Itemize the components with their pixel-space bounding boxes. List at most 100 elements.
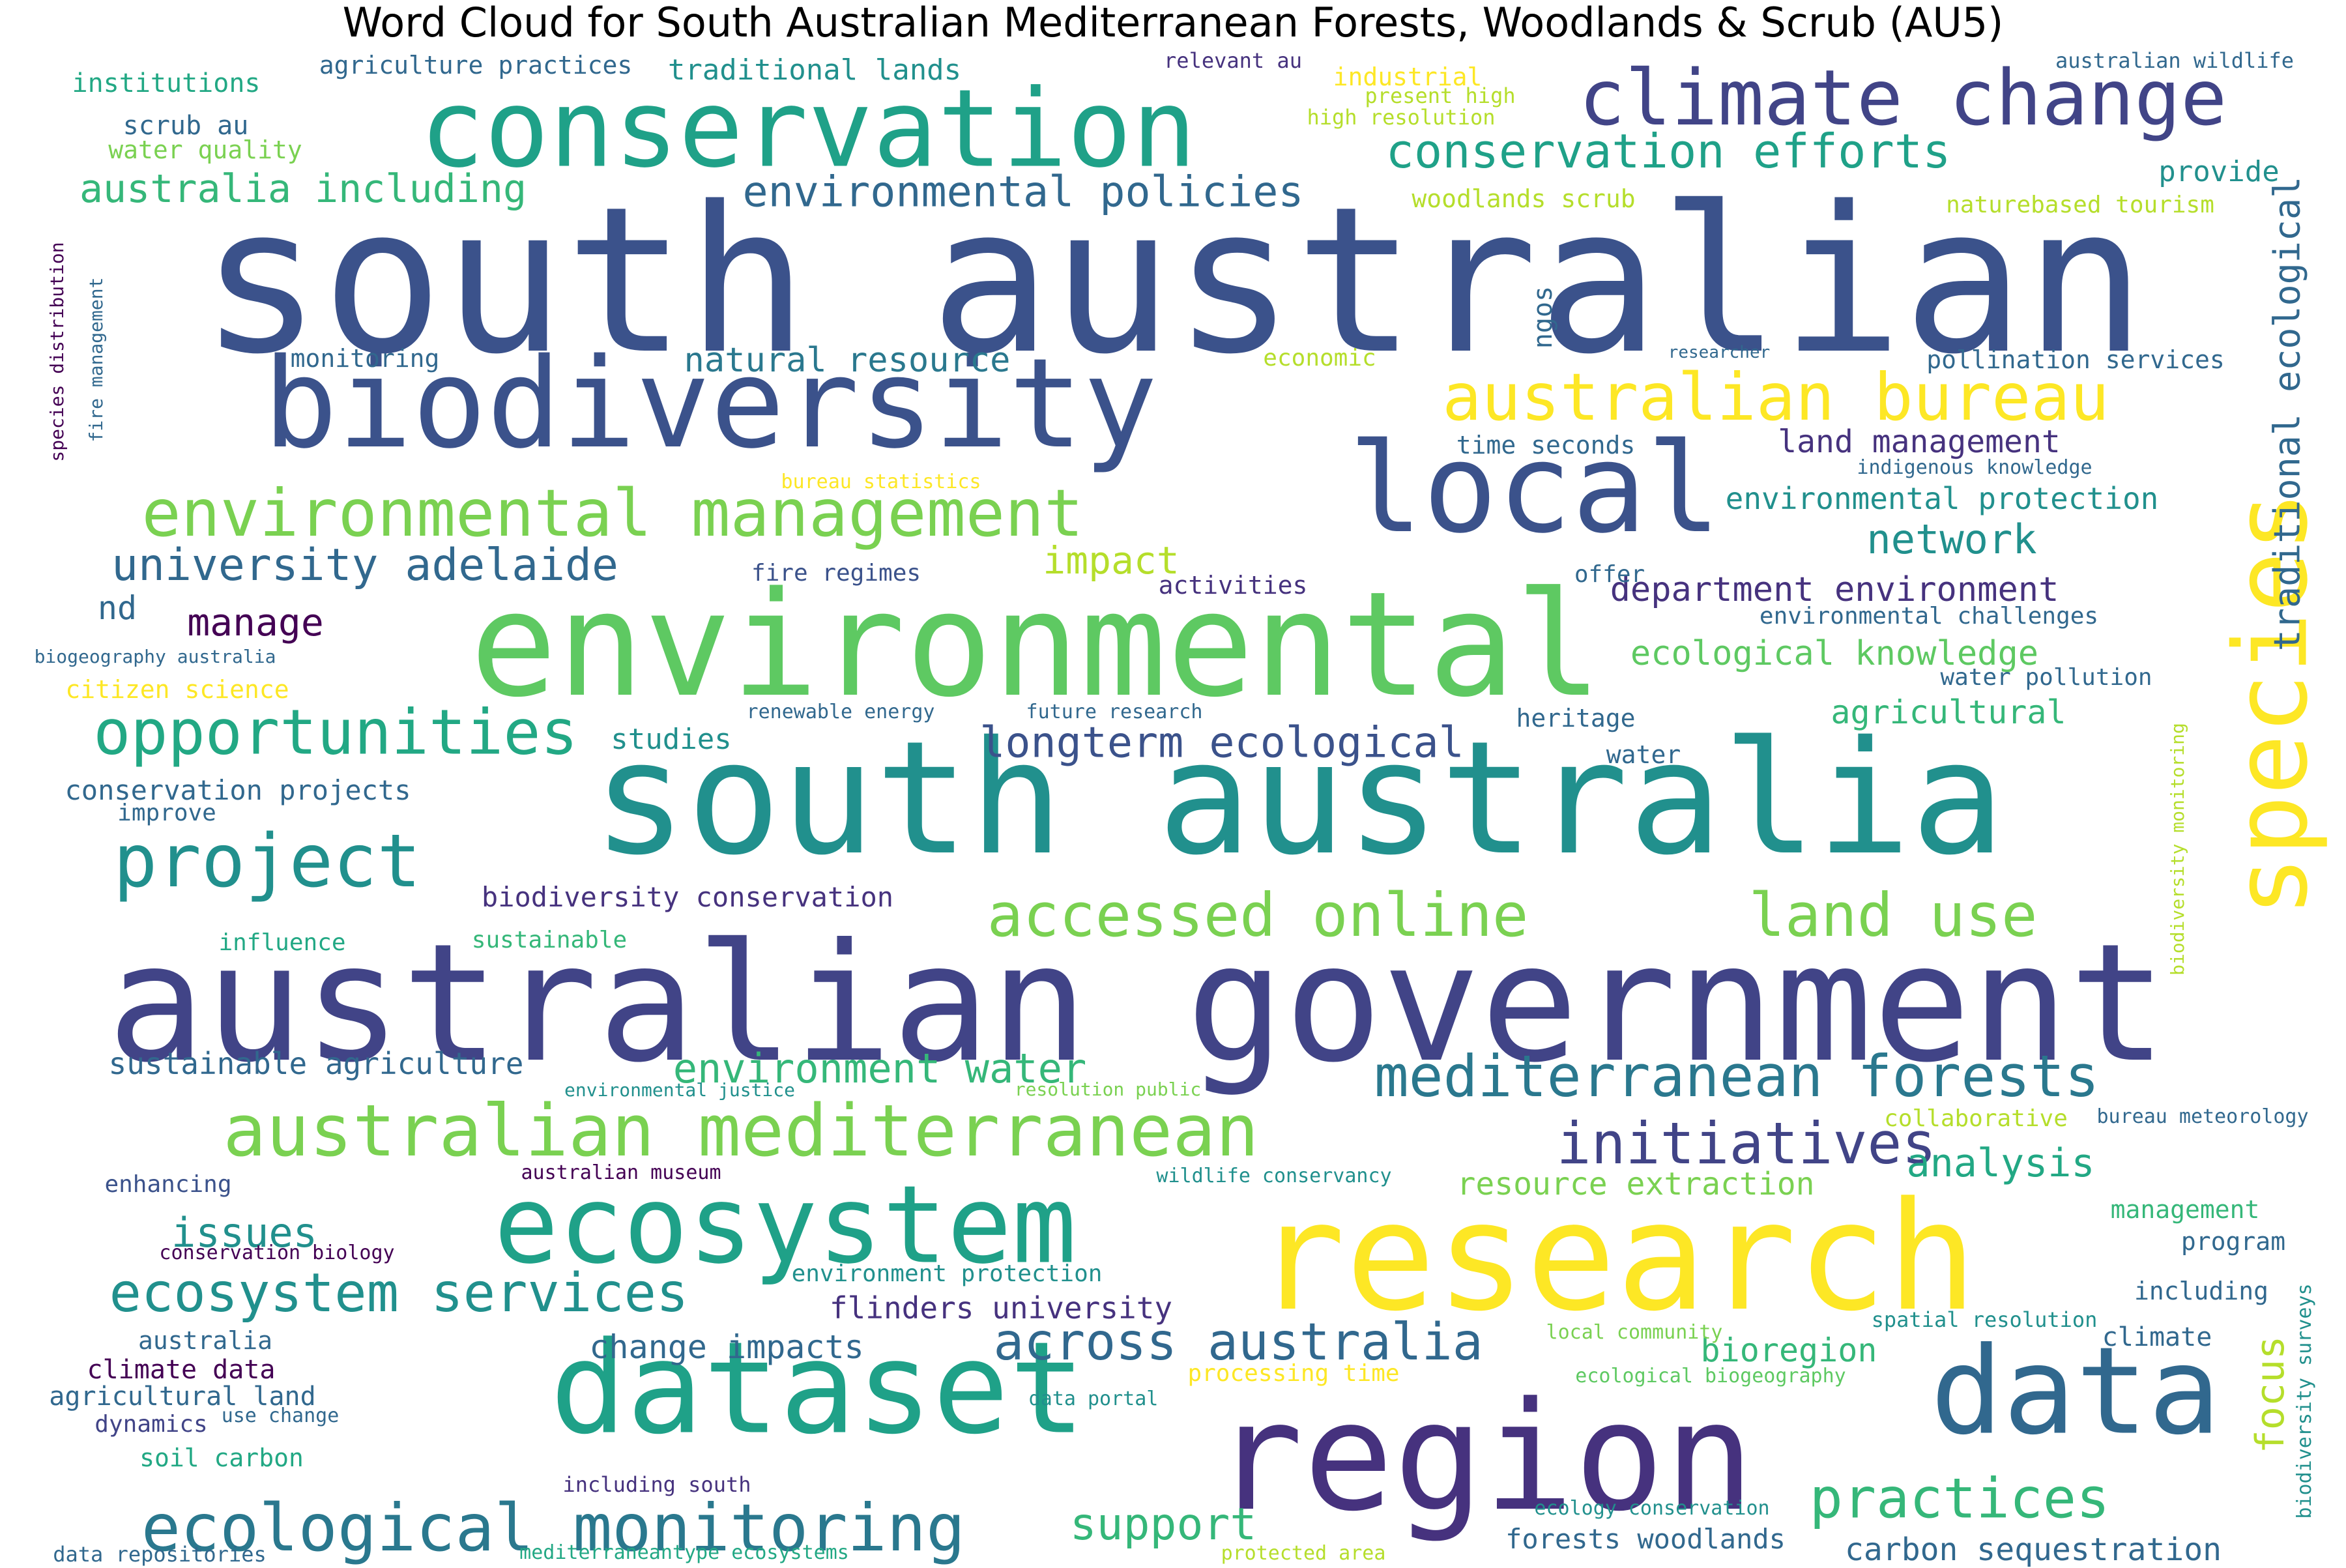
- word-studies: studies: [611, 723, 732, 756]
- word-enhancing: enhancing: [104, 1171, 232, 1198]
- word-project: project: [113, 819, 422, 904]
- word-fire-management: fire management: [85, 277, 107, 443]
- word-water: water: [1606, 740, 1681, 769]
- word-biodiversity-surveys: biodiversity surveys: [2293, 1283, 2316, 1519]
- word-institutions: institutions: [72, 68, 261, 98]
- word-future-research: future research: [1026, 701, 1203, 723]
- word-local-community: local community: [1546, 1321, 1723, 1344]
- word-south-australian: south australian: [199, 164, 2147, 399]
- word-collaborative: collaborative: [1884, 1105, 2068, 1132]
- word-cloud: south australian south australia australia…: [0, 46, 2346, 1568]
- word-data-portal: data portal: [1028, 1387, 1159, 1410]
- word-climate-data: climate data: [87, 1355, 276, 1385]
- word-citizen-science: citizen science: [65, 675, 289, 704]
- word-ecological-knowledge: ecological knowledge: [1630, 634, 2039, 673]
- word-water-quality: water quality: [108, 136, 302, 164]
- word-soil-carbon: soil carbon: [139, 1444, 304, 1472]
- word-initiatives: initiatives: [1556, 1110, 1937, 1177]
- word-biodiversity-monitoring: biodiversity monitoring: [2167, 723, 2188, 976]
- word-influence: influence: [218, 929, 346, 956]
- word-including: including: [2134, 1277, 2268, 1305]
- word-data-repositories: data repositories: [53, 1542, 267, 1567]
- word-bioregion: bioregion: [1700, 1331, 1877, 1369]
- word-longterm-ecological: longterm ecological: [979, 718, 1464, 768]
- word-conservation-biology: conservation biology: [159, 1241, 395, 1264]
- word-land-use: land use: [1748, 880, 2038, 950]
- word-conservation-projects: conservation projects: [65, 774, 411, 806]
- word-australia-including: australia including: [79, 166, 527, 212]
- word-agricultural: agricultural: [1831, 693, 2066, 731]
- word-analysis: analysis: [1906, 1140, 2095, 1186]
- word-australian-mediterranean: australian mediterranean: [223, 1089, 1259, 1172]
- word-processing-time: processing time: [1187, 1360, 1400, 1387]
- word-carbon-sequestration: carbon sequestration: [1845, 1532, 2222, 1568]
- word-manage: manage: [187, 600, 324, 645]
- word-heritage: heritage: [1516, 704, 1636, 733]
- word-fire-regimes: fire regimes: [751, 560, 921, 587]
- word-ecosystem-services: ecosystem services: [109, 1262, 689, 1324]
- word-ecological-biogeography: ecological biogeography: [1575, 1365, 1846, 1387]
- word-natural-resource: natural resource: [684, 341, 1011, 380]
- word-support: support: [1069, 1499, 1257, 1550]
- word-climate-change: climate change: [1578, 53, 2227, 143]
- word-activities: activities: [1158, 571, 1308, 600]
- word-australia: australia: [138, 1326, 272, 1355]
- word-traditional-ecological: traditional ecological: [2266, 176, 2308, 652]
- word-environmental-justice: environmental justice: [564, 1079, 796, 1101]
- word-australian-wildlife: australian wildlife: [2055, 48, 2295, 73]
- word-local: local: [1348, 416, 1721, 560]
- word-ecosystem: ecosystem: [493, 1162, 1077, 1288]
- word-flinders-university: flinders university: [829, 1290, 1173, 1326]
- word-bureau-statistics: bureau statistics: [781, 471, 981, 493]
- word-research: research: [1255, 1170, 1977, 1344]
- word-high-resolution: high resolution: [1307, 105, 1496, 130]
- word-naturebased-tourism: naturebased tourism: [1946, 192, 2214, 218]
- word-present-high: present high: [1365, 83, 1516, 108]
- word-species-distribution: species distribution: [46, 242, 68, 462]
- word-resource-extraction: resource extraction: [1456, 1166, 1815, 1202]
- word-conservation: conservation: [419, 66, 1197, 192]
- word-program: program: [2180, 1227, 2286, 1256]
- word-scrub-au: scrub au: [123, 111, 249, 141]
- word-spatial-resolution: spatial resolution: [1871, 1307, 2098, 1332]
- word-renewable-energy: renewable energy: [746, 701, 935, 723]
- word-resolution-public: resolution public: [1014, 1079, 1202, 1100]
- word-university-adelaide: university adelaide: [111, 540, 618, 591]
- word-impact: impact: [1043, 538, 1180, 583]
- word-region: region: [1213, 1371, 1755, 1545]
- word-time-seconds: time seconds: [1456, 431, 1636, 459]
- word-south-australia: south australia: [592, 707, 2005, 890]
- word-environment-water: environment water: [673, 1045, 1087, 1092]
- word-opportunities: opportunities: [93, 697, 578, 769]
- word-protected-area: protected area: [1221, 1542, 1386, 1565]
- word-biodiversity-conservation: biodiversity conservation: [481, 881, 894, 913]
- word-relevant-au: relevant au: [1164, 48, 1302, 73]
- word-change-impacts: change impacts: [589, 1328, 864, 1366]
- word-provide: provide: [2158, 155, 2280, 188]
- word-environmental-challenges: environmental challenges: [1759, 603, 2099, 630]
- word-climate: climate: [2102, 1322, 2212, 1352]
- word-ecological-monitoring: ecological monitoring: [141, 1490, 966, 1566]
- word-indigenous-knowledge: indigenous knowledge: [1857, 456, 2093, 479]
- word-sustainable: sustainable: [471, 927, 628, 953]
- word-management: management: [2110, 1195, 2260, 1224]
- word-australian-government: australian government: [107, 908, 2167, 1098]
- chart-title: Word Cloud for South Australian Mediterr…: [342, 0, 2004, 46]
- word-traditional-lands: traditional lands: [667, 53, 962, 87]
- word-including-south: including south: [562, 1472, 751, 1497]
- word-ecology-conservation: ecology conservation: [1534, 1497, 1770, 1520]
- word-monitoring: monitoring: [290, 344, 440, 373]
- word-mediterranean-forests: mediterranean forests: [1374, 1043, 2100, 1110]
- word-issues: issues: [171, 1209, 317, 1256]
- word-environmental-policies: environmental policies: [742, 167, 1304, 217]
- word-industrial: industrial: [1333, 63, 1483, 91]
- word-land-management: land management: [1778, 424, 2061, 460]
- word-focus: focus: [2248, 1335, 2293, 1454]
- word-biodiversity: biodiversity: [263, 332, 1158, 476]
- word-network: network: [1866, 515, 2037, 563]
- word-agriculture-practices: agriculture practices: [319, 51, 633, 80]
- word-use-change: use change: [221, 1404, 340, 1427]
- word-forests-woodlands: forests woodlands: [1505, 1523, 1786, 1555]
- word-ngos: ngos: [1528, 285, 1558, 349]
- word-water-pollution: water pollution: [1940, 664, 2152, 691]
